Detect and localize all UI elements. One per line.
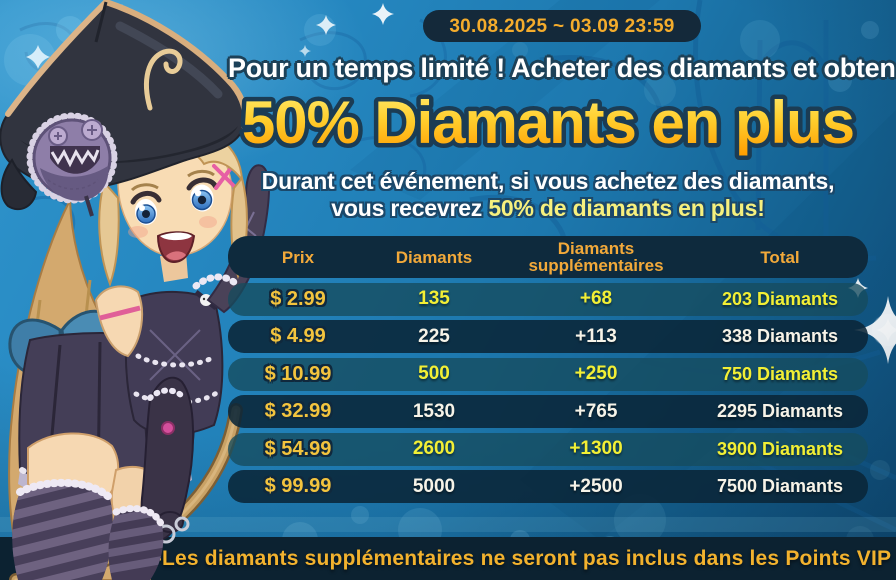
table-row: $ 10.99 500 +250 750 Diamants — [228, 357, 868, 391]
total-cell: 7500 Diamants — [716, 476, 844, 496]
table-row: $ 99.99 5000 +2500 7500 Diamants — [228, 470, 868, 503]
subtitle-line2-highlight: 50% de diamants en plus! — [488, 195, 765, 221]
price-table: Prix Diamants Diamants supplémentaires T… — [228, 236, 868, 503]
price-cell: $ 10.99 — [264, 362, 332, 385]
extra-cell: +113 — [575, 325, 617, 347]
date-range-text: 30.08.2025 ~ 03.09 23:59 — [449, 16, 675, 37]
subtitle-line1: Durant cet événement, si vous achetez de… — [261, 168, 835, 194]
extra-cell: +250 — [574, 363, 618, 384]
subtitle-line2-prefix: vous recevrez — [331, 195, 489, 221]
table-row: $ 32.99 1530 +765 2295 Diamants — [228, 395, 868, 428]
header-price: Prix — [281, 247, 315, 267]
subtitle: Durant cet événement, si vous achetez de… — [228, 168, 868, 222]
extra-cell: +2500 — [569, 475, 623, 497]
headline: Pour un temps limité ! Acheter des diama… — [228, 53, 896, 83]
table-row: $ 54.99 2600 +1300 3900 Diamants — [228, 432, 868, 466]
diamonds-cell: 5000 — [412, 475, 456, 497]
header-extra-diamonds: Diamants supplémentaires — [528, 239, 664, 275]
total-cell: 2295 Diamants — [716, 401, 844, 421]
subtitle-line2: vous recevrez 50% de diamants en plus! — [228, 195, 868, 222]
table-row: $ 2.99 135 +68 203 Diamants — [228, 282, 868, 316]
diamonds-cell: 2600 — [412, 438, 456, 459]
extra-cell: +68 — [579, 288, 613, 309]
price-cell: $ 32.99 — [264, 400, 332, 422]
diamonds-cell: 225 — [418, 325, 450, 347]
total-cell: 338 Diamants — [721, 326, 839, 346]
main-title: 50% Diamants en plus — [238, 85, 860, 161]
price-cell: $ 54.99 — [264, 437, 332, 460]
diamonds-cell: 500 — [418, 363, 450, 384]
table-header: Prix Diamants Diamants supplémentaires T… — [228, 236, 868, 278]
total-cell: 3900 Diamants — [716, 438, 844, 459]
total-cell: 750 Diamants — [721, 363, 839, 384]
extra-cell: +765 — [574, 400, 618, 422]
content-column: 30.08.2025 ~ 03.09 23:59 Pour un temps l… — [228, 0, 896, 503]
header-total: Total — [760, 247, 800, 267]
header-diamonds: Diamants — [395, 247, 473, 267]
price-cell: $ 4.99 — [270, 325, 326, 347]
date-range-badge: 30.08.2025 ~ 03.09 23:59 — [423, 10, 701, 42]
price-cell: $ 2.99 — [270, 287, 326, 310]
extra-cell: +1300 — [569, 438, 623, 459]
mouth — [156, 231, 196, 264]
diamonds-cell: 135 — [418, 288, 450, 309]
diamonds-cell: 1530 — [412, 400, 456, 422]
main-title-text: 50% Diamants en plus — [242, 89, 854, 156]
total-cell: 203 Diamants — [721, 288, 839, 309]
pink-gem — [161, 421, 175, 435]
table-row: $ 4.99 225 +113 338 Diamants — [228, 320, 868, 353]
price-cell: $ 99.99 — [264, 475, 332, 497]
